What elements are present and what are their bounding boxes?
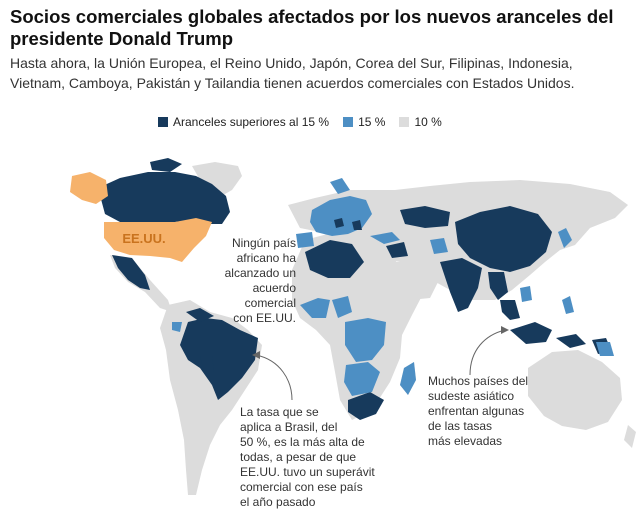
west-africa <box>300 298 330 318</box>
usa-mainland <box>104 218 212 262</box>
greenland <box>192 162 242 198</box>
india <box>440 258 482 312</box>
australia <box>528 350 622 430</box>
subtitle-line-1: Hasta ahora, la Unión Europea, el Reino … <box>10 55 573 71</box>
asia-arrowhead <box>501 326 509 334</box>
legend-swatch-mid <box>343 117 354 127</box>
legend-swatch-high <box>158 117 168 127</box>
legend-label-base: 10 % <box>414 115 442 129</box>
legend: Aranceles superiores al 15 % 15 % 10 % <box>158 114 456 130</box>
asia-annotation: Muchos países del sudeste asiático enfre… <box>428 374 528 449</box>
subtitle-line-2: Vietnam, Camboya, Pakistán y Tailandia t… <box>10 75 575 91</box>
europe-high <box>334 218 408 258</box>
afghanistan <box>430 238 448 254</box>
china <box>455 206 552 272</box>
world-map: EE.UU. <box>70 158 636 495</box>
africa-note-line: alcanzado un <box>224 266 296 280</box>
thailand-vietnam <box>520 286 532 302</box>
brazil-note-line: el año pasado <box>240 495 316 509</box>
canada <box>98 158 230 224</box>
asia-note-line: de las tasas <box>428 419 493 433</box>
southern-africa <box>344 362 380 396</box>
title-line-1: Socios comerciales globales afectados po… <box>10 6 614 27</box>
legend-item-mid: 15 % <box>343 115 385 129</box>
africa-note-line: con EE.UU. <box>233 311 296 325</box>
bolivia <box>200 356 214 372</box>
indonesia-west <box>510 322 552 344</box>
africa-high <box>305 240 384 420</box>
myanmar-laos <box>488 272 508 300</box>
us-label: EE.UU. <box>122 231 165 246</box>
africa-note-line: Ningún país <box>231 236 296 250</box>
brazil-note-line: La tasa que se <box>240 405 319 419</box>
alaska <box>70 172 108 204</box>
new-zealand <box>624 425 636 448</box>
brazil-arrow <box>255 354 293 401</box>
kazakhstan <box>400 206 450 228</box>
japan <box>558 228 572 248</box>
brazil-note-line: comercial con ese país <box>240 480 363 494</box>
brazil-note-line: todas, a pesar de que <box>240 450 357 464</box>
africa-annotation: Ningún país africano ha alcanzado un acu… <box>212 236 296 326</box>
brazil-note-line: aplica a Brasil, del <box>240 420 338 434</box>
asia-mid <box>430 228 614 356</box>
asia-note-line: más elevadas <box>428 434 503 448</box>
asia-note-line: enfrentan algunas <box>428 404 525 418</box>
south-america-high <box>180 308 258 400</box>
asia-high <box>400 206 612 354</box>
brazil-annotation: La tasa que se aplica a Brasil, del 50 %… <box>240 405 375 510</box>
papua-new-guinea <box>596 342 614 356</box>
south-africa <box>348 392 384 420</box>
philippines <box>562 296 574 314</box>
chart-subtitle: Hasta ahora, la Unión Europea, el Reino … <box>10 53 635 93</box>
arabian-peninsula <box>390 262 438 300</box>
annotation-arrows <box>255 329 506 401</box>
southeast-asia <box>500 300 520 320</box>
africa-mid <box>300 296 416 396</box>
ecuador <box>172 322 182 332</box>
legend-label-high: Aranceles superiores al 15 % <box>173 115 330 129</box>
central-africa <box>345 318 386 362</box>
legend-item-high: Aranceles superiores al 15 % <box>158 115 329 129</box>
brazil-arrowhead <box>252 351 260 359</box>
title-line-2: presidente Donald Trump <box>10 28 234 49</box>
asia-note-line: Muchos países del <box>428 374 529 388</box>
turkey <box>370 232 400 244</box>
nigeria <box>332 296 352 318</box>
madagascar-mid <box>400 362 416 395</box>
asia-arrow <box>469 329 506 376</box>
venezuela <box>186 308 214 322</box>
syria-iraq <box>386 242 408 258</box>
united-states <box>70 172 212 262</box>
brazil-note-line: 50 %, es la más alta de <box>240 435 365 449</box>
iberia <box>296 232 314 248</box>
asia-note-line: sudeste asiático <box>428 389 515 403</box>
mexico <box>112 255 150 290</box>
brazil <box>180 318 258 400</box>
brazil-note-line: EE.UU. tuvo un superávit <box>240 465 375 479</box>
uk-ireland <box>298 202 308 218</box>
chart-title: Socios comerciales globales afectados po… <box>10 6 635 50</box>
legend-label-mid: 15 % <box>358 115 386 129</box>
algeria-libya <box>305 240 364 278</box>
indonesia-east <box>556 334 586 348</box>
legend-item-base: 10 % <box>399 115 442 129</box>
africa-note-line: acuerdo <box>252 281 296 295</box>
africa-note-line: comercial <box>244 296 296 310</box>
legend-swatch-base <box>399 117 410 127</box>
africa-note-line: africano ha <box>236 251 296 265</box>
